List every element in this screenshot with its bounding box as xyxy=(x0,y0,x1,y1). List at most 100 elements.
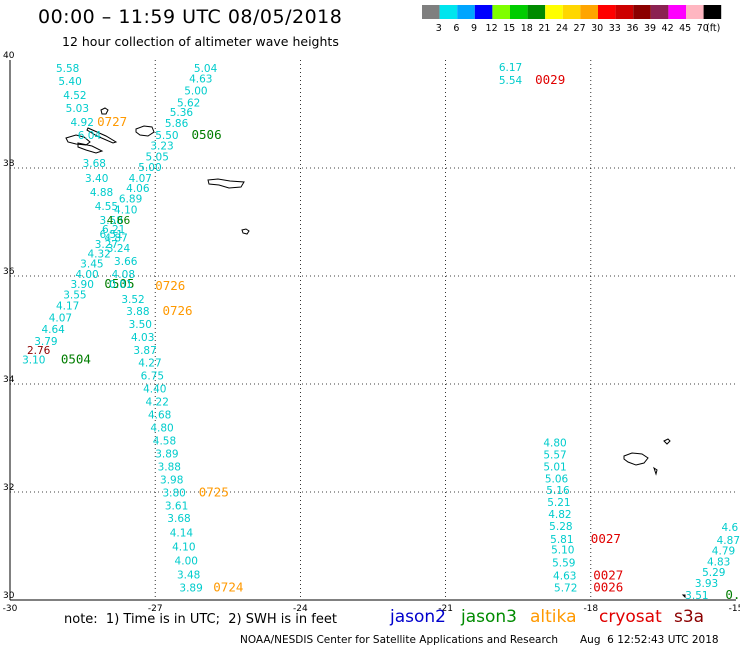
legend-label: 18 xyxy=(521,23,533,34)
wave-height-label: 3.58 xyxy=(100,215,123,227)
pass-time-label: 0724 xyxy=(213,579,243,594)
wave-height-label: 5.36 xyxy=(170,107,194,119)
wave-height-label: 3.98 xyxy=(160,474,183,486)
wave-height-label: 4.63 xyxy=(189,74,212,86)
wave-height-label: 3.27 xyxy=(95,239,118,251)
wave-height-label: 3.48 xyxy=(177,569,200,581)
wave-height-label: 5.86 xyxy=(165,118,189,130)
wave-height-label: 4.07 xyxy=(49,312,72,324)
legend-swatch xyxy=(422,5,440,19)
legend-label: 36 xyxy=(626,23,638,34)
wave-height-label: 5.28 xyxy=(549,521,572,533)
wave-height-label: 5.04 xyxy=(194,63,218,75)
legend-label: 30 xyxy=(591,23,603,34)
legend-swatch xyxy=(545,5,563,19)
legend-swatch xyxy=(615,5,634,19)
map-subtitle: 12 hour collection of altimeter wave hei… xyxy=(62,34,339,49)
wave-height-label: 4.79 xyxy=(712,546,735,558)
wave-height-label: 4.83 xyxy=(707,556,730,568)
wave-height-label: 4.55 xyxy=(95,201,118,213)
wave-height-label: 4.88 xyxy=(90,187,113,199)
wave-height-label: 0.01 xyxy=(109,279,132,291)
legend-swatch xyxy=(474,5,493,19)
wave-height-label: 3.52 xyxy=(121,294,144,306)
legend-label: 15 xyxy=(503,23,515,34)
legend-swatch xyxy=(598,5,616,19)
wave-height-label: 4.10 xyxy=(172,541,195,553)
island-faial xyxy=(65,134,91,146)
wave-height-label: 3.10 xyxy=(22,354,45,366)
wave-height-label: 4.63 xyxy=(553,570,576,582)
wave-height-label: 5.54 xyxy=(499,75,523,87)
island-sao-miguel xyxy=(207,178,245,189)
x-tick-label: -15 xyxy=(729,604,740,614)
wave-height-label: 3.50 xyxy=(129,319,152,331)
x-tick-label: -27 xyxy=(148,604,163,614)
legend-label: 24 xyxy=(556,23,568,34)
legend-swatch xyxy=(668,5,686,19)
wave-height-label: 3.89 xyxy=(155,448,178,460)
legend-swatch xyxy=(650,5,669,19)
wave-height-label: 3.55 xyxy=(63,290,86,302)
wave-height-label: 4.87 xyxy=(717,535,740,547)
wave-height-label: 6.51 xyxy=(100,229,123,241)
satellite-altika: altika xyxy=(530,607,577,627)
wave-height-label: 5.40 xyxy=(58,76,81,88)
legend-label: 21 xyxy=(538,23,550,34)
x-tick-label: -24 xyxy=(293,604,308,614)
wave-height-label: 5.58 xyxy=(56,63,79,75)
wave-height-label: 5.00 xyxy=(184,86,207,98)
wave-height-label: 3.51 xyxy=(685,590,708,602)
wave-height-label: 5.81 xyxy=(550,534,573,546)
wave-height-label: 4.82 xyxy=(548,509,571,521)
satellite-s3a: s3a xyxy=(674,607,705,627)
legend-label: 33 xyxy=(609,23,621,34)
legend-unit: (ft) xyxy=(706,23,720,34)
wave-height-label: 3.88 xyxy=(158,461,181,473)
y-tick-label: 36 xyxy=(3,267,15,277)
color-legend: 3 6 9 12 15 18 21 24 27 30 33 36 39 42 45 70(ft) xyxy=(422,5,722,34)
wave-height-label: 3.89 xyxy=(179,582,202,594)
island-pico xyxy=(77,142,104,154)
island-sao-jorge xyxy=(86,127,118,144)
legend-swatch xyxy=(492,5,510,19)
legend-swatch xyxy=(527,5,546,19)
island-santa-maria xyxy=(241,228,250,235)
pass-time-label: 0505 xyxy=(104,276,134,291)
wave-height-label: 4.6 xyxy=(721,522,738,534)
wave-height-label: 5.03 xyxy=(66,103,89,115)
pass-time-label: 0029 xyxy=(535,72,565,87)
map-grid: -30 -27 -24 -21 -18 -15 30 32 34 36 38 40 xyxy=(3,51,740,614)
pass-time-label: 0504 xyxy=(61,351,91,366)
footer-note: note: 1) Time is in UTC; 2) SWH is in fe… xyxy=(64,612,337,627)
wave-height-label: 5.59 xyxy=(552,558,575,570)
wave-height-label: 6.21 xyxy=(102,224,125,236)
island-terceira xyxy=(135,125,155,137)
wave-height-label: 4.80 xyxy=(543,438,566,450)
wave-height-label: 4.58 xyxy=(153,435,176,447)
y-tick-label: 40 xyxy=(3,51,15,61)
wave-height-label: 5.57 xyxy=(543,450,566,462)
wave-height-label: 4.68 xyxy=(148,410,171,422)
x-tick-label: -30 xyxy=(3,604,18,614)
legend-swatch xyxy=(562,5,581,19)
y-tick-label: 30 xyxy=(3,591,15,601)
satellite-cryosat: cryosat xyxy=(599,607,662,627)
wave-height-label: 3.88 xyxy=(126,306,149,318)
map-title: 00:00 – 11:59 UTC 08/05/2018 xyxy=(38,6,343,28)
legend-swatch xyxy=(633,5,651,19)
wave-height-label: 4.87 xyxy=(104,232,127,244)
satellite-jason3: jason3 xyxy=(461,607,517,627)
wave-height-label: 4.08 xyxy=(112,269,135,281)
wave-height-label: 4.00 xyxy=(75,269,98,281)
wave-height-label: 5.21 xyxy=(547,497,570,509)
wave-height-label: 6.75 xyxy=(141,371,164,383)
wave-height-label: 3.45 xyxy=(80,258,103,270)
wave-height-label: 6.04 xyxy=(78,130,102,142)
island-flores xyxy=(100,107,109,115)
y-tick-label: 32 xyxy=(3,483,14,493)
legend-swatch xyxy=(686,5,704,19)
pass-time-label: 0026 xyxy=(593,579,623,594)
legend-label: 9 xyxy=(471,23,477,34)
